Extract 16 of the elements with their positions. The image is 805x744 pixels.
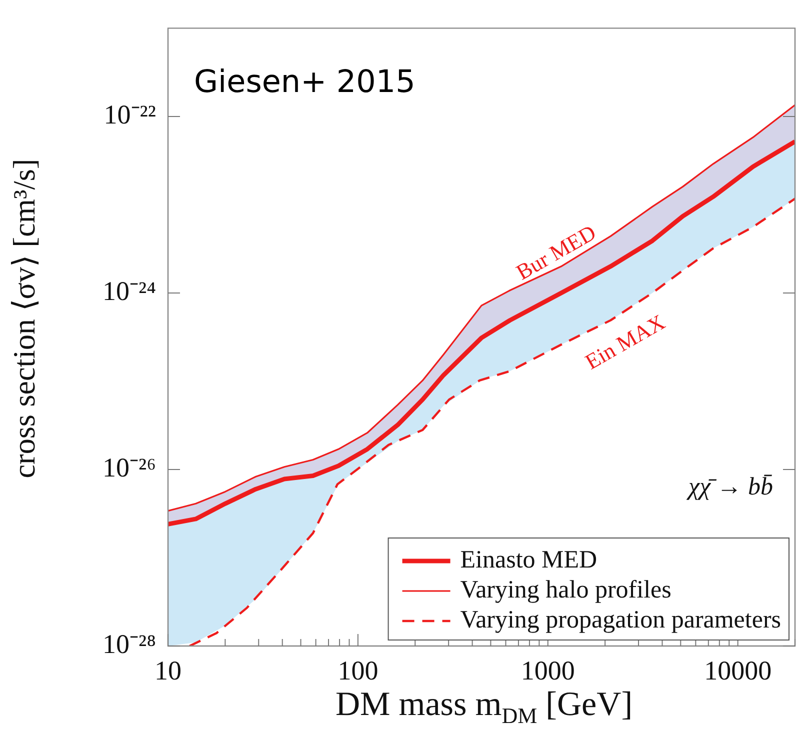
annotation: Giesen+ 2015: [194, 64, 416, 100]
y-tick-label: 10⁻²²: [104, 100, 156, 130]
x-tick-label: 100: [338, 655, 378, 686]
x-tick-label: 1000: [520, 655, 575, 686]
annotation: χχ̄ → bb̄: [686, 474, 773, 501]
legend-label: Einasto MED: [460, 546, 598, 574]
y-axis-title: cross section ⟨σv⟩ [cm³/s]: [6, 158, 42, 480]
legend-label: Varying propagation parameters: [460, 606, 782, 634]
annotation: Bur MED: [512, 220, 600, 285]
x-axis-title: DM mass m$_{DM}$ [GeV]: [334, 686, 634, 729]
y-tick-label: 10⁻²⁶: [102, 452, 156, 483]
y-tick-label: 10⁻²⁸: [102, 629, 156, 660]
x-tick-label: 10: [154, 655, 182, 686]
legend-label: Varying halo profiles: [460, 576, 672, 604]
x-tick-label: 10000: [704, 655, 772, 686]
y-tick-label: 10⁻²⁴: [102, 276, 156, 306]
